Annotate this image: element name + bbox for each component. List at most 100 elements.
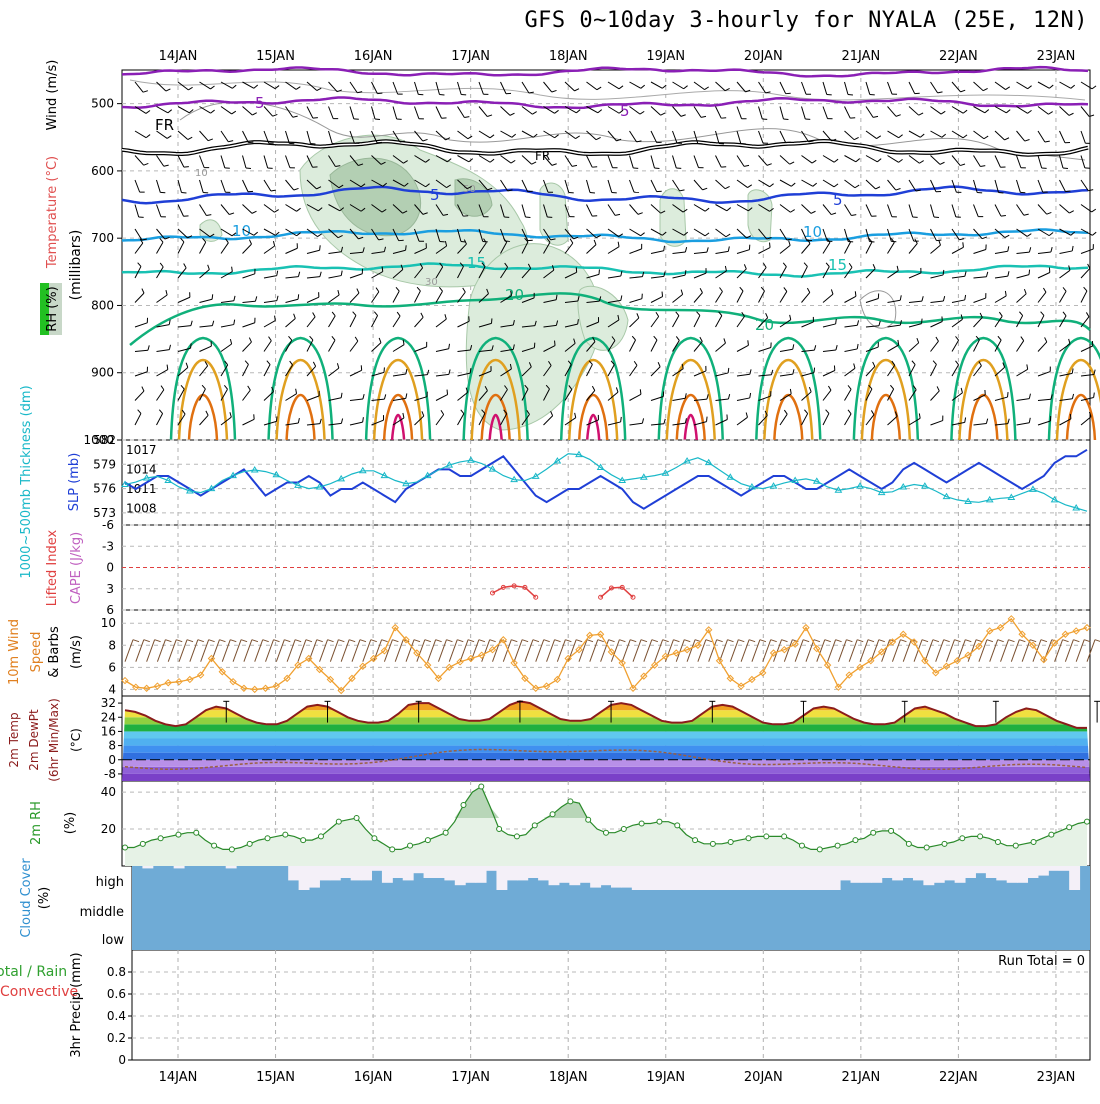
li-tick-label: 3 xyxy=(106,582,114,596)
rh-marker xyxy=(942,841,947,846)
wind-barb xyxy=(157,205,161,217)
wind-barb-flag xyxy=(728,246,729,251)
wind-barb xyxy=(673,252,686,254)
wind-barb xyxy=(759,82,766,93)
rh-area-light xyxy=(125,787,1087,867)
wind-barb xyxy=(329,340,335,351)
wind-barb xyxy=(264,82,275,89)
wind10m-barb-flag xyxy=(619,640,625,642)
wind-barb-flag xyxy=(208,139,213,141)
wind-barb xyxy=(737,131,741,143)
wind-barb xyxy=(286,299,299,302)
wind-barb xyxy=(737,316,745,327)
wind-barb xyxy=(909,229,914,241)
wind-barb-flag xyxy=(167,136,171,139)
wind-barb-flag xyxy=(767,164,772,166)
wind-barb-flag xyxy=(728,368,729,373)
rh-marker xyxy=(1013,843,1018,848)
wind-barb xyxy=(157,156,164,167)
wind-barb xyxy=(221,325,234,327)
wind-barb xyxy=(651,251,664,254)
isotherm-30-lobe xyxy=(384,395,412,440)
cloud-high-gap xyxy=(871,866,882,883)
wind-barb xyxy=(802,244,810,254)
wind-barb xyxy=(608,365,614,376)
wind-barb xyxy=(243,180,249,192)
wind-barb xyxy=(264,205,274,213)
rh-marker xyxy=(354,815,359,820)
wind-barb xyxy=(157,82,166,91)
slp-ylabel: SLP (mb) xyxy=(67,453,82,512)
wind-barb-flag xyxy=(707,394,708,399)
wind-barb xyxy=(866,242,872,254)
li-tick-label: 0 xyxy=(106,561,114,575)
isotherm-label: FR xyxy=(155,116,174,134)
wind-barb xyxy=(737,250,749,254)
wind-barb xyxy=(780,349,793,351)
wind10m-barb-flag xyxy=(371,640,377,642)
wind-barb-flag xyxy=(184,264,186,268)
precip-legend-total: Total / Rain xyxy=(0,964,67,980)
wind-barb-flag xyxy=(965,417,966,422)
wind-barb-flag xyxy=(658,362,660,367)
wind-barb xyxy=(802,292,810,302)
wind-barb-flag xyxy=(555,135,559,138)
rh-marker xyxy=(782,834,787,839)
wind-barb-flag xyxy=(332,336,335,340)
wind-barb xyxy=(157,350,170,352)
wind-barb-flag xyxy=(790,210,794,213)
wind-barb xyxy=(458,156,469,162)
wind-barb-flag xyxy=(224,385,227,389)
wind-barb xyxy=(415,317,424,327)
wind-barb-flag xyxy=(684,86,688,89)
wind-barb-flag xyxy=(676,312,679,316)
wind-barb-flag xyxy=(146,135,150,138)
rh-marker xyxy=(336,819,341,824)
wind-barb-flag xyxy=(1063,312,1066,316)
wind-barb-flag xyxy=(1021,337,1024,341)
wind-barb xyxy=(866,131,877,139)
wind-barb-flag xyxy=(166,290,167,295)
wind-barb-flag xyxy=(621,295,622,300)
wind-barb-flag xyxy=(210,86,214,89)
wind-barb xyxy=(286,248,298,253)
wind-barbs xyxy=(135,82,1096,425)
wind-barb xyxy=(759,156,767,166)
wind-barb-flag xyxy=(228,141,233,142)
ua-tick-label: 900 xyxy=(91,366,114,380)
wind-barb-flag xyxy=(248,386,251,390)
wind-barb xyxy=(157,390,164,401)
wind-barb xyxy=(200,299,213,302)
wind-barb xyxy=(587,245,596,254)
wind-barb-flag xyxy=(379,338,381,343)
wind-barb xyxy=(845,242,851,254)
wind-barb-flag xyxy=(681,115,686,117)
wind-barb-flag xyxy=(831,289,833,294)
wind-barb xyxy=(974,277,987,278)
wind-barb xyxy=(264,156,268,168)
wind10m-barb-flag xyxy=(857,640,863,642)
wind-barb-flag xyxy=(1008,419,1009,424)
wind-barb-flag xyxy=(836,319,837,324)
wind-barb-flag xyxy=(727,208,731,211)
wind-barb-flag xyxy=(1005,235,1009,237)
wind-barb xyxy=(243,131,249,143)
wind-barb-flag xyxy=(191,343,192,348)
wind-barb xyxy=(501,156,512,164)
wind-barb xyxy=(1081,156,1085,168)
wind-barb-flag xyxy=(144,163,149,165)
cloud-high-gap xyxy=(944,866,955,880)
wind10m-barb-flag xyxy=(306,640,312,642)
wind-barb xyxy=(845,325,858,327)
wind-barb xyxy=(759,347,771,351)
wind-barb xyxy=(1038,180,1043,192)
wind-barb xyxy=(436,414,444,425)
wind-barb xyxy=(845,82,848,95)
wind-barb xyxy=(200,131,209,141)
wind-barb-flag xyxy=(834,184,838,187)
wind-barb xyxy=(651,156,654,169)
wind-barb-flag xyxy=(1092,232,1096,235)
wind-barb xyxy=(264,246,275,253)
wind-barb-flag xyxy=(138,410,141,414)
